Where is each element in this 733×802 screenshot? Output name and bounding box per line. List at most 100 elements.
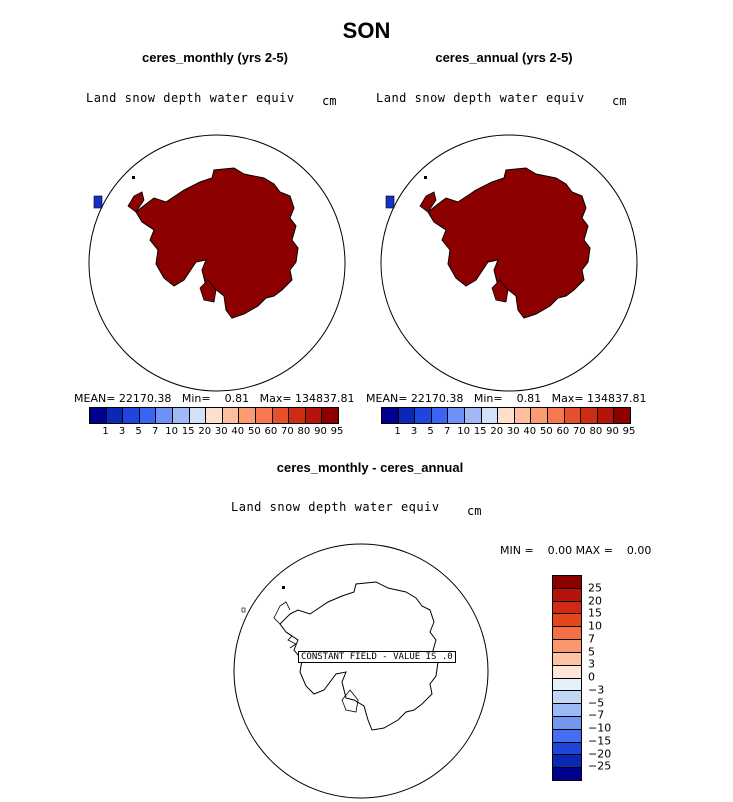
- colorbar-swatch: [553, 704, 581, 717]
- colorbar-tick-label: 50: [539, 426, 553, 437]
- colorbar-swatch: [322, 408, 338, 423]
- colorbar-tick-label: 15: [588, 606, 602, 620]
- colorbar-swatch: [498, 408, 515, 423]
- colorbar-swatch: [305, 408, 323, 423]
- colorbar-tick-label: 80: [589, 426, 603, 437]
- colorbar-tick-label: 20: [490, 426, 504, 437]
- colorbar-swatch: [553, 576, 581, 589]
- colorbar-tick-label: 3: [118, 426, 126, 437]
- colorbar-tick-label: −5: [588, 696, 605, 709]
- panel-title-annual: ceres_annual (yrs 2-5): [435, 50, 573, 65]
- colorbar-tick-label: 70: [281, 426, 294, 437]
- colorbar-swatch: [553, 768, 581, 780]
- colorbar-tick-label: 1: [102, 426, 109, 437]
- colorbar-swatch: [382, 408, 399, 423]
- colorbar-swatch: [597, 408, 615, 423]
- colorbar-tick-label: 90: [606, 426, 619, 437]
- colorbar-swatch: [156, 408, 173, 423]
- colorbar-swatch: [222, 408, 240, 423]
- colorbar-tick-label: 30: [506, 426, 520, 437]
- colorbar-swatch: [553, 742, 581, 756]
- colorbar-swatch: [564, 408, 582, 423]
- colorbar-tick-label: 30: [214, 426, 228, 437]
- colorbar-swatch: [553, 614, 581, 628]
- colorbar-swatch: [106, 408, 124, 423]
- colorbar-tick-label: −7: [588, 708, 605, 722]
- colorbar-tick-label: 20: [198, 426, 212, 437]
- colorbar-tick-label: 3: [410, 426, 418, 437]
- colorbar-tick-label: −15: [588, 734, 612, 748]
- colorbar-ticks-annual: 1 3 5 7 10 15 20 30 40 50 60 70 80 90 95: [381, 426, 635, 440]
- colorbar-swatch: [90, 408, 107, 423]
- colorbar-swatch: [255, 408, 273, 423]
- colorbar-swatch: [553, 691, 581, 705]
- colorbar-swatch: [614, 408, 630, 423]
- panel-title-monthly: ceres_monthly (yrs 2-5): [142, 50, 288, 65]
- colorbar-tick-label: 7: [151, 426, 159, 437]
- map-annual: [380, 134, 638, 392]
- colorbar-tick-label: −10: [588, 721, 612, 735]
- variable-label-monthly: Land snow depth water equiv: [86, 91, 295, 105]
- colorbar-tick-label: 25: [588, 581, 602, 595]
- colorbar-swatch: [553, 640, 581, 653]
- colorbar-tick-label: 95: [622, 426, 636, 437]
- colorbar-swatch: [206, 408, 223, 423]
- colorbar-tick-label: 1: [394, 426, 401, 437]
- colorbar-swatch: [398, 408, 416, 423]
- colorbar-swatch: [553, 601, 581, 615]
- colorbar-tick-label: 60: [556, 426, 570, 437]
- constant-field-label: CONSTANT FIELD - VALUE IS .0: [298, 651, 456, 663]
- colorbar-tick-label: 40: [523, 426, 537, 437]
- colorbar-ticks-monthly: 1 3 5 7 10 15 20 30 40 50 60 70 80 90 95: [89, 426, 343, 440]
- colorbar-swatch: [481, 408, 499, 423]
- units-label-monthly: cm: [322, 94, 337, 108]
- figure-title: SON: [342, 18, 391, 43]
- map-difference: [233, 543, 489, 799]
- colorbar-tick-label: 3: [588, 657, 595, 671]
- colorbar-annual: [381, 407, 631, 424]
- colorbar-swatch: [431, 408, 449, 423]
- colorbar-monthly: [89, 407, 339, 424]
- colorbar-tick-label: 70: [573, 426, 586, 437]
- colorbar-tick-label: 5: [427, 426, 434, 437]
- colorbar-swatch: [464, 408, 482, 423]
- diff-minmax: MIN = 0.00 MAX = 0.00: [500, 544, 652, 557]
- map-monthly: [88, 134, 346, 392]
- colorbar-difference: [552, 575, 582, 781]
- colorbar-tick-label: 0: [588, 670, 595, 684]
- colorbar-tick-label: 5: [135, 426, 142, 437]
- colorbar-tick-label: 20: [588, 594, 602, 607]
- colorbar-tick-label: 10: [165, 426, 179, 437]
- colorbar-tick-label: 50: [247, 426, 261, 437]
- colorbar-swatch: [553, 627, 581, 641]
- diff-variable-label: Land snow depth water equiv: [231, 500, 440, 514]
- colorbar-tick-label: −20: [588, 747, 612, 760]
- diff-units-label: cm: [467, 504, 482, 518]
- colorbar-swatch: [289, 408, 306, 423]
- colorbar-swatch: [531, 408, 548, 423]
- colorbar-tick-label: 15: [473, 426, 487, 437]
- colorbar-swatch: [139, 408, 157, 423]
- colorbar-swatch: [239, 408, 256, 423]
- colorbar-tick-label: 90: [314, 426, 327, 437]
- colorbar-swatch: [553, 652, 581, 666]
- colorbar-tick-label: 95: [330, 426, 344, 437]
- colorbar-swatch: [547, 408, 565, 423]
- stats-monthly: MEAN= 22170.38 Min= 0.81 Max= 134837.81: [74, 392, 355, 405]
- stats-annual: MEAN= 22170.38 Min= 0.81 Max= 134837.81: [366, 392, 647, 405]
- colorbar-swatch: [448, 408, 465, 423]
- colorbar-swatch: [272, 408, 290, 423]
- colorbar-tick-label: 5: [588, 645, 595, 658]
- colorbar-swatch: [172, 408, 190, 423]
- colorbar-swatch: [553, 678, 581, 692]
- colorbar-tick-label: 60: [264, 426, 278, 437]
- colorbar-swatch: [553, 665, 581, 679]
- colorbar-tick-label: 7: [588, 632, 595, 646]
- variable-label-annual: Land snow depth water equiv: [376, 91, 585, 105]
- colorbar-swatch: [553, 729, 581, 743]
- colorbar-tick-label: 10: [588, 619, 602, 633]
- colorbar-tick-label: 80: [297, 426, 311, 437]
- colorbar-tick-label: −3: [588, 683, 605, 697]
- colorbar-tick-label: 7: [443, 426, 451, 437]
- colorbar-swatch: [581, 408, 598, 423]
